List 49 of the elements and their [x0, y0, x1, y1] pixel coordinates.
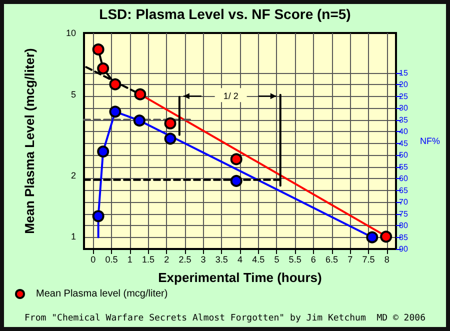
point — [134, 88, 146, 100]
y2-tick-label: 60 — [399, 174, 408, 184]
x-tick-label: 3.5 — [215, 254, 228, 264]
x-tick-label: 6.5 — [326, 254, 338, 264]
text: From "Chemical Warfare Secrets Almost Forgotten" by Jim Ketchum MD © 2006 — [24, 314, 426, 324]
y2-tick-label: 90 — [399, 244, 408, 254]
y2-tick-label: 15 — [399, 68, 408, 78]
x-tick-label: 0.5 — [105, 254, 118, 264]
y-tick-label: 1 — [70, 232, 76, 242]
x-tick-label: 7 — [348, 254, 353, 264]
x-tick-label: 4 — [237, 254, 243, 264]
point — [97, 62, 110, 74]
y-tick-label: 10 — [66, 28, 76, 38]
annotation: 1/ 2 — [223, 91, 238, 102]
point — [164, 117, 176, 130]
x-axis-title: Experimental Time (hours) — [158, 270, 322, 285]
point — [380, 230, 392, 243]
x-tick-label: 8 — [384, 254, 390, 264]
legend-label: Mean Plasma level (mcg/liter) — [36, 288, 168, 300]
x-tick-label: 2.5 — [178, 254, 192, 264]
x-tick-label: 4.5 — [252, 254, 265, 264]
x-tick-label: 1 — [127, 254, 132, 264]
x-tick-label: 5.5 — [288, 254, 302, 264]
y2-tick-label: 45 — [399, 138, 408, 148]
chart-title: LSD: Plasma Level vs. NF Score (n=5) — [99, 6, 351, 22]
y-axis-title: Mean Plasma Level (mcg/liter) — [22, 48, 37, 234]
y2-axis-title: NF% — [420, 136, 440, 146]
y2-tick-label: 70 — [399, 198, 408, 207]
y2-tick-label: 55 — [399, 162, 408, 172]
y2-tick-label: 65 — [399, 186, 408, 195]
y2-tick-label: 35 — [399, 115, 408, 124]
x-tick-label: 5 — [274, 254, 280, 264]
y2-tick-label: 75 — [399, 209, 408, 218]
y-tick-label: 5 — [70, 89, 76, 100]
x-tick-label: 7.5 — [362, 254, 375, 264]
y2-tick-label: 50 — [399, 150, 408, 160]
y2-tick-label: 20 — [399, 80, 408, 90]
point — [230, 153, 242, 166]
x-tick-label: 6 — [310, 254, 316, 264]
point — [92, 43, 104, 56]
x-tick-label: 2 — [164, 254, 170, 264]
x-tick-label: 0 — [90, 254, 96, 264]
x-tick-label: 1.5 — [142, 254, 154, 264]
y2-tick-label: 40 — [399, 127, 408, 136]
y-tick-label: 2 — [70, 170, 76, 180]
y2-tick-label: 25 — [399, 92, 408, 101]
y2-tick-label: 30 — [399, 104, 408, 113]
point — [109, 78, 122, 90]
x-tick-label: 3 — [200, 254, 206, 264]
